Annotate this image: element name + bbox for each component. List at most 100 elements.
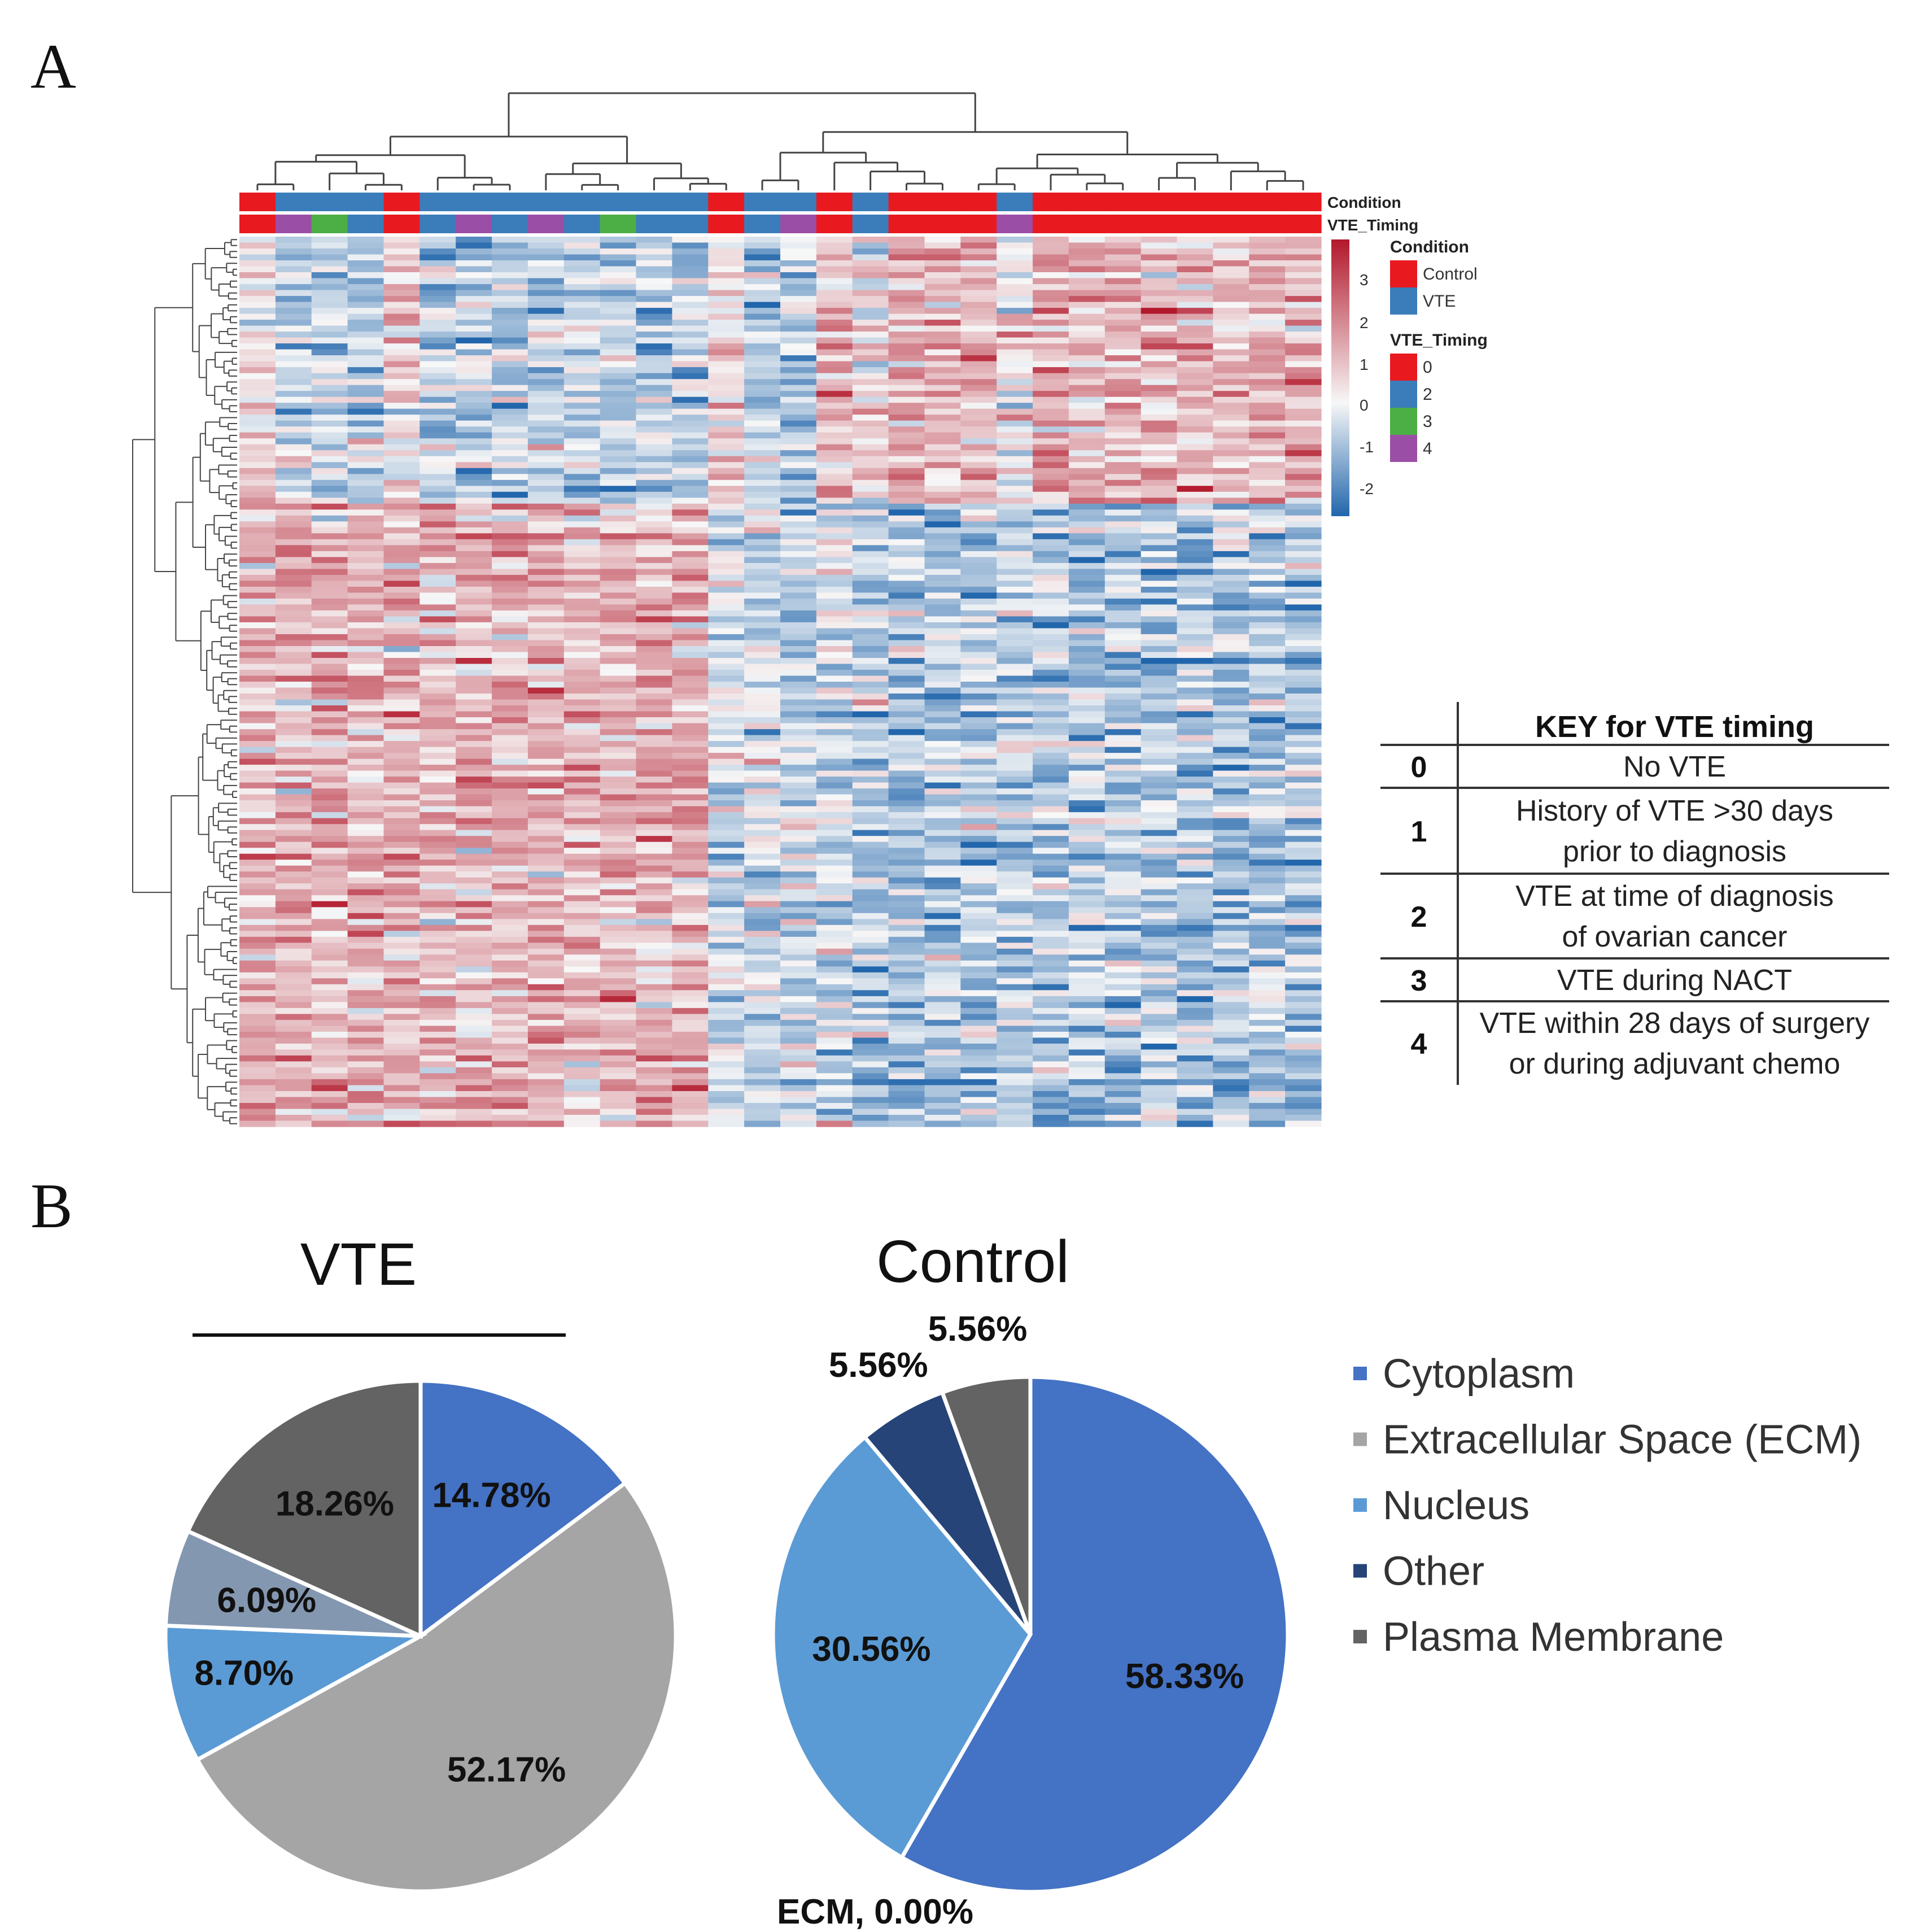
heatmap-cell bbox=[456, 996, 492, 1002]
heatmap-cell bbox=[888, 687, 925, 694]
heatmap-cell bbox=[563, 432, 601, 439]
heatmap-cell bbox=[1213, 652, 1249, 658]
heatmap-cell bbox=[492, 848, 528, 854]
heatmap-cell bbox=[997, 788, 1033, 795]
heatmap-cell bbox=[672, 242, 709, 249]
heatmap-cell bbox=[347, 616, 384, 623]
heatmap-cell bbox=[1249, 562, 1286, 569]
heatmap-cell bbox=[383, 824, 420, 831]
heatmap-cell bbox=[636, 503, 672, 510]
heatmap-cell bbox=[275, 320, 312, 326]
heatmap-cell bbox=[347, 1103, 384, 1110]
heatmap-cell bbox=[347, 1037, 384, 1044]
heatmap-cell bbox=[600, 474, 637, 481]
heatmap-cell bbox=[527, 320, 565, 326]
heatmap-cell bbox=[888, 913, 925, 919]
heatmap-cell bbox=[852, 634, 889, 640]
heatmap-cell bbox=[852, 806, 889, 813]
heatmap-cell bbox=[419, 717, 456, 724]
heatmap-cell bbox=[347, 943, 384, 949]
heatmap-cell bbox=[672, 515, 709, 522]
heatmap-cell bbox=[1068, 610, 1105, 617]
heatmap-cell bbox=[1285, 664, 1322, 670]
heatmap-cell bbox=[924, 943, 961, 949]
heatmap-cell bbox=[672, 984, 709, 991]
heatmap-cell bbox=[1140, 694, 1178, 700]
heatmap-cell bbox=[852, 948, 889, 955]
heatmap-cell bbox=[527, 503, 565, 510]
heatmap-cell bbox=[1033, 646, 1069, 653]
heatmap-cell bbox=[997, 604, 1033, 611]
heatmap-cell bbox=[456, 931, 492, 937]
heatmap-cell bbox=[672, 426, 709, 433]
heatmap-cell bbox=[1177, 670, 1213, 677]
heatmap-cell bbox=[744, 711, 781, 718]
heatmap-cell bbox=[600, 361, 637, 368]
heatmap-cell bbox=[527, 699, 565, 706]
heatmap-cell bbox=[1177, 503, 1213, 510]
heatmap-cell bbox=[1104, 682, 1142, 688]
heatmap-cell bbox=[924, 343, 961, 350]
heatmap-cell bbox=[924, 1073, 961, 1080]
heatmap-cell bbox=[383, 640, 420, 647]
heatmap-cell bbox=[1140, 841, 1178, 848]
heatmap-cell bbox=[600, 836, 637, 843]
heatmap-cell bbox=[636, 871, 672, 878]
heatmap-cell bbox=[527, 361, 565, 368]
heatmap-cell bbox=[672, 260, 709, 267]
heatmap-cell bbox=[672, 610, 709, 617]
condition-cell bbox=[527, 193, 565, 211]
heatmap-cell bbox=[672, 640, 709, 647]
panel-b-label: B bbox=[30, 1171, 73, 1241]
heatmap-cell bbox=[1177, 699, 1213, 706]
heatmap-cell bbox=[239, 853, 276, 860]
heatmap-cell bbox=[924, 415, 961, 421]
heatmap-cell bbox=[960, 841, 997, 848]
heatmap-cell bbox=[1213, 990, 1249, 997]
heatmap-cell bbox=[1213, 408, 1249, 415]
heatmap-cell bbox=[311, 883, 348, 890]
heatmap-cell bbox=[239, 996, 276, 1002]
heatmap-cell bbox=[1177, 1073, 1213, 1080]
heatmap-cell bbox=[924, 652, 961, 658]
heatmap-cell bbox=[1285, 907, 1322, 914]
heatmap-cell bbox=[636, 415, 672, 421]
heatmap-cell bbox=[708, 765, 745, 771]
heatmap-cell bbox=[456, 325, 492, 332]
heatmap-cell bbox=[419, 598, 456, 605]
heatmap-cell bbox=[744, 415, 781, 421]
heatmap-cell bbox=[888, 895, 925, 902]
heatmap-cell bbox=[1140, 877, 1178, 884]
heatmap-cell bbox=[960, 705, 997, 712]
heatmap-cell bbox=[852, 1061, 889, 1068]
heatmap-cell bbox=[456, 794, 492, 801]
heatmap-cell bbox=[1177, 717, 1213, 724]
heatmap-cell bbox=[780, 1019, 817, 1026]
heatmap-cell bbox=[492, 1026, 528, 1032]
heatmap-cell bbox=[600, 462, 637, 469]
heatmap-cell bbox=[383, 539, 420, 546]
timing-cell bbox=[239, 215, 276, 233]
heatmap-cell bbox=[1285, 474, 1322, 481]
heatmap-cell bbox=[672, 1079, 709, 1085]
heatmap-cell bbox=[239, 444, 276, 451]
heatmap-cell bbox=[563, 367, 601, 374]
heatmap-cell bbox=[960, 332, 997, 338]
heatmap-cell bbox=[347, 343, 384, 350]
heatmap-cell bbox=[456, 806, 492, 813]
heatmap-cell bbox=[997, 248, 1033, 255]
heatmap-cell bbox=[527, 770, 565, 777]
heatmap-cell bbox=[1104, 551, 1142, 557]
heatmap-cell bbox=[527, 592, 565, 599]
heatmap-cell bbox=[563, 586, 601, 593]
heatmap-cell bbox=[492, 1079, 528, 1085]
heatmap-cell bbox=[1213, 462, 1249, 469]
heatmap-cell bbox=[780, 871, 817, 878]
heatmap-cell bbox=[852, 705, 889, 712]
heatmap-cell bbox=[275, 1043, 312, 1050]
heatmap-cell bbox=[708, 349, 745, 356]
heatmap-cell bbox=[888, 1008, 925, 1014]
heatmap-cell bbox=[563, 349, 601, 356]
heatmap-cell bbox=[708, 960, 745, 967]
heatmap-cell bbox=[888, 1085, 925, 1092]
